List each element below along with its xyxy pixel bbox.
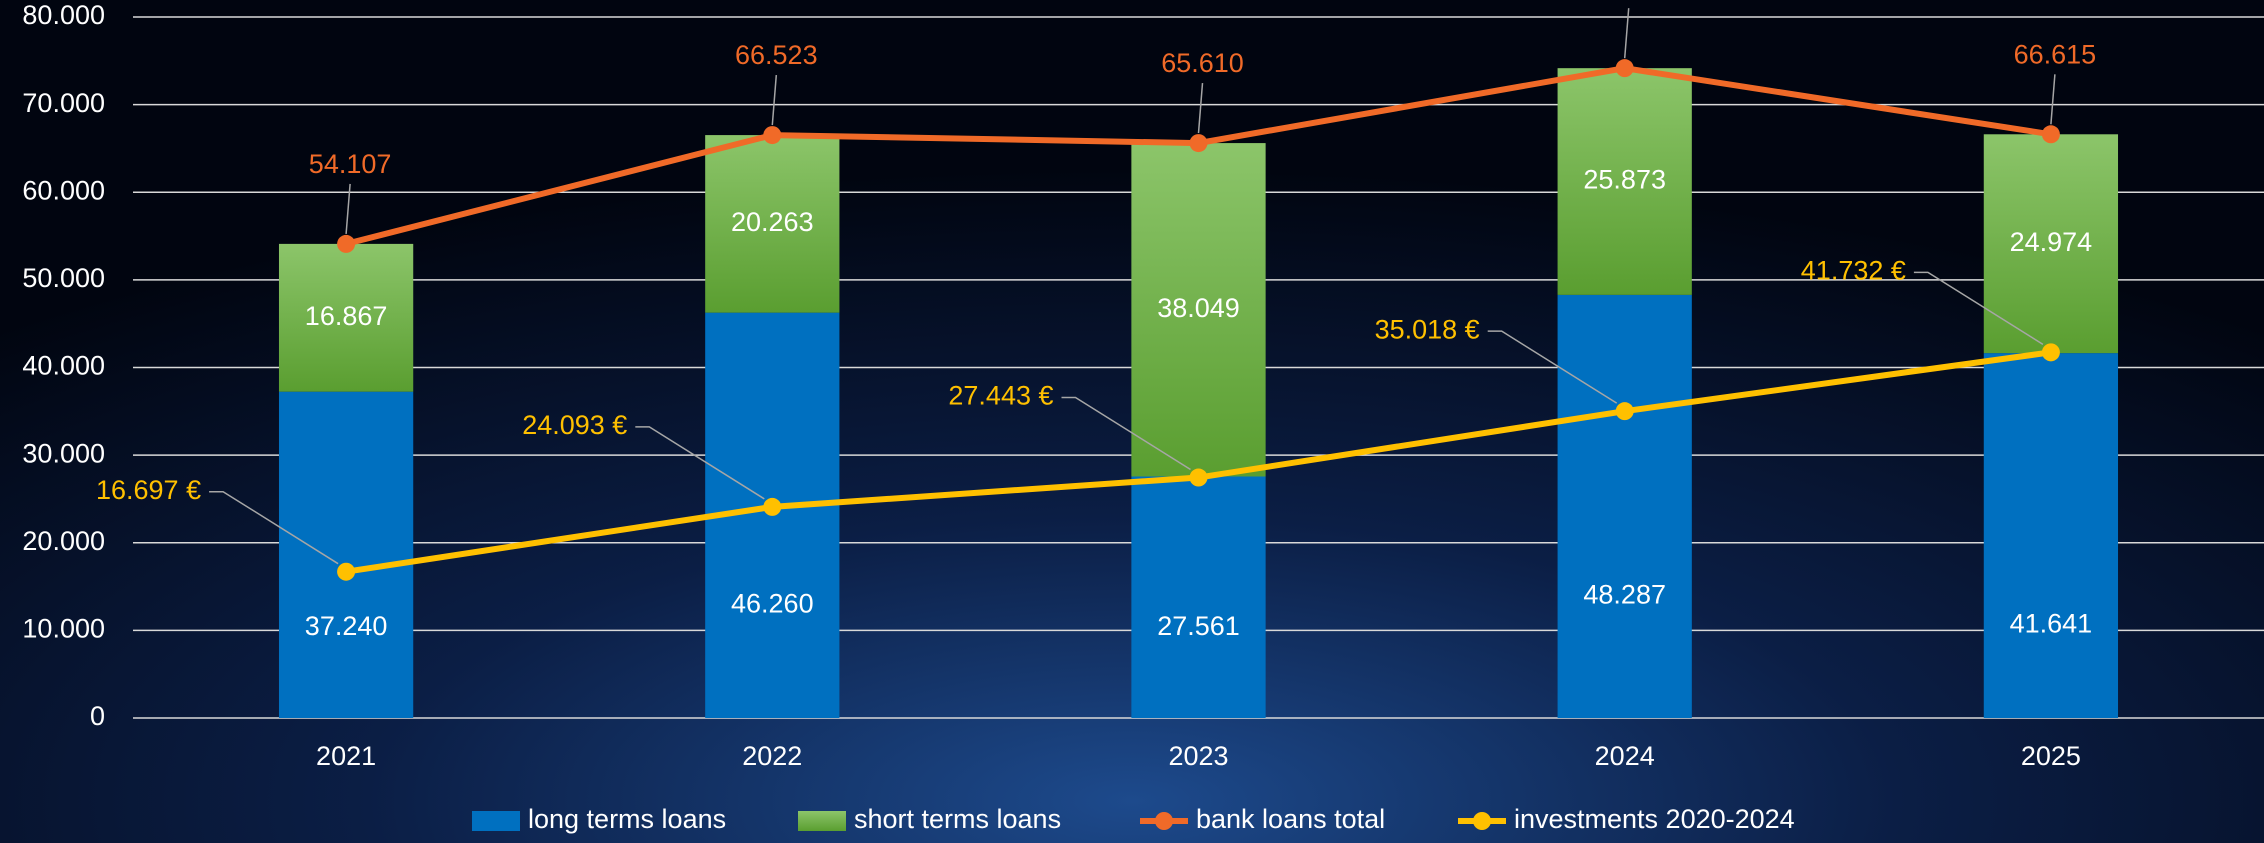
bar-segment [1131,143,1266,477]
line-label: 35.018 € [1375,314,1480,344]
y-tick-label: 40.000 [22,351,105,381]
x-tick-label: 2022 [742,741,802,771]
bar-label: 48.287 [1583,580,1666,610]
legend-swatch [1155,812,1173,830]
bar-segment [1557,294,1692,718]
bar-segment [278,243,414,392]
line-label: 41.732 € [1801,255,1906,285]
line-point [337,562,356,581]
line-label: 16.697 € [96,475,201,505]
leader-line [1913,271,2044,345]
bar-segment [705,135,840,313]
leader-line [635,426,765,500]
legend-label: investments 2020-2024 [1514,804,1795,834]
line-point [763,126,782,145]
bar-segment [1983,134,2119,354]
leader-line [2050,74,2056,125]
legend-label: short terms loans [854,804,1061,834]
legend-swatch [798,811,846,831]
legend-swatch [472,811,520,831]
line-point [763,497,782,516]
line-point [2041,343,2060,362]
x-tick-label: 2025 [2021,741,2081,771]
leader-line [345,183,351,234]
leader-line [1487,330,1618,404]
y-tick-label: 10.000 [22,614,105,644]
x-tick-label: 2023 [1168,741,1228,771]
leader-line [1197,83,1204,134]
bar-label: 24.974 [2010,227,2093,257]
line-label: 66.523 [735,40,818,70]
y-tick-label: 20.000 [22,526,105,556]
line-label: 66.615 [2014,39,2097,69]
line-point [2041,125,2060,144]
bar-label: 46.260 [731,588,814,618]
y-tick-label: 60.000 [22,175,105,205]
line-point [1615,59,1634,78]
y-tick-label: 80.000 [22,0,105,30]
bar-label: 27.561 [1157,611,1240,641]
bar-label: 20.263 [731,207,814,237]
bar-label: 38.049 [1157,293,1240,323]
x-tick-label: 2024 [1595,741,1655,771]
y-tick-label: 30.000 [22,438,105,468]
bar-segment [1131,476,1266,718]
line-label: 54.107 [309,149,392,179]
y-tick-label: 0 [90,701,105,731]
x-tick-label: 2021 [316,741,376,771]
y-tick-label: 70.000 [22,88,105,118]
bar-label: 37.240 [305,611,388,641]
legend-swatch [1473,812,1491,830]
y-tick-label: 50.000 [22,263,105,293]
leader-line [1623,8,1630,59]
bar-label: 25.873 [1583,165,1666,195]
leader-line [209,490,339,565]
line-label: 65.610 [1161,48,1244,78]
line-point [337,234,356,253]
bar-segment [1983,353,2119,718]
line-point [1615,402,1634,421]
legend-label: bank loans total [1196,804,1385,834]
bar-segment [1557,68,1692,295]
bar-label: 41.641 [2010,609,2093,639]
line-point [1189,468,1208,487]
leader-line [771,75,778,126]
line-label: 24.093 € [522,410,627,440]
line-point [1189,134,1208,153]
line-label: 74.160 [1587,0,1670,3]
legend-label: long terms loans [528,804,726,834]
leader-line [1061,396,1191,471]
bar-segment [278,391,414,718]
line-label: 27.443 € [948,381,1053,411]
bar-label: 16.867 [305,301,388,331]
